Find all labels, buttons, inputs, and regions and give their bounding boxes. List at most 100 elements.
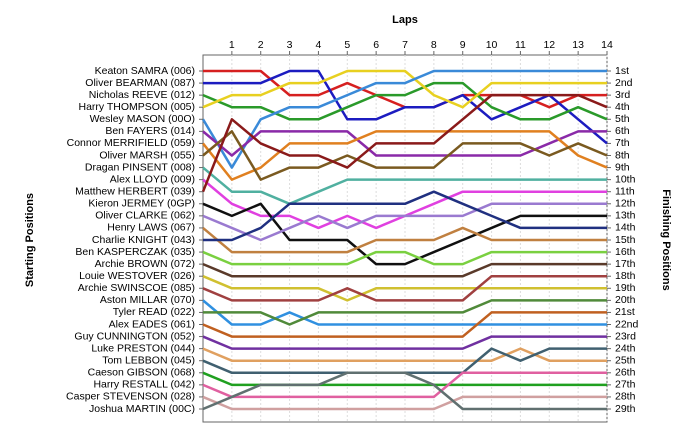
driver-label: Dragan PINSENT (008): [85, 161, 195, 173]
lap-line: [202, 395, 607, 411]
driver-label: Archie SWINSCOE (085): [78, 282, 195, 294]
driver-label: Oliver CLARKE (062): [95, 210, 195, 222]
driver-label: Aston MILLAR (070): [100, 294, 195, 306]
driver-label: Keaton SAMRA (006): [95, 65, 195, 77]
lap-line: [202, 250, 607, 266]
y2-tick-label: 1st: [615, 65, 629, 77]
driver-label: Kieron JERMEY (0GP): [88, 198, 195, 210]
lap-line: [203, 299, 607, 326]
lap-line: [203, 190, 607, 242]
lap-line: [202, 130, 608, 181]
y2-tick-label: 8th: [615, 149, 630, 161]
x-tick-label: 13: [572, 39, 584, 51]
lap-line: [202, 226, 607, 254]
lap-line: [202, 275, 607, 302]
lap-line: [201, 93, 608, 193]
driver-label: Archie BROWN (072): [95, 258, 195, 270]
y2-tick-label: 19th: [615, 282, 636, 294]
driver-label: Wesley MASON (00O): [90, 113, 195, 125]
x-tick-label: 7: [402, 39, 408, 51]
driver-label: Harry RESTALL (042): [93, 379, 195, 391]
x-tick-label: 2: [258, 39, 264, 51]
y2-tick-label: 21st: [615, 306, 635, 318]
y2-tick-label: 29th: [615, 403, 636, 415]
y2-tick-label: 11th: [615, 185, 635, 197]
driver-label: Charlie KNIGHT (043): [92, 234, 195, 246]
driver-label: Luke PRESTON (044): [91, 342, 195, 354]
lap-line: [202, 371, 607, 399]
y2-tick-label: 23rd: [615, 330, 636, 342]
driver-label: Caeson GIBSON (068): [88, 367, 195, 379]
y2-tick-label: 5th: [615, 113, 630, 125]
lap-line: [202, 335, 607, 350]
lap-line: [202, 347, 607, 362]
lap-line: [202, 299, 607, 326]
driver-label: Louie WESTOVER (026): [79, 270, 195, 282]
x-tick-label: 5: [344, 39, 350, 51]
y2-tick-label: 26th: [615, 367, 636, 379]
lap-line: [202, 202, 607, 266]
lap-line: [203, 69, 608, 145]
y2-tick-label: 12th: [615, 198, 636, 210]
y2-tick-label: 22nd: [615, 318, 639, 330]
lap-line: [202, 371, 607, 411]
y2-tick-label: 6th: [615, 125, 630, 137]
x-tick-label: 14: [601, 39, 613, 51]
driver-label: Alex LLOYD (009): [110, 173, 195, 185]
lap-line: [202, 69, 607, 109]
driver-label: Casper STEVENSON (028): [66, 391, 195, 403]
lap-line: [202, 81, 608, 121]
x-axis-title: Laps: [392, 14, 418, 26]
driver-label: Nicholas REEVE (012): [89, 89, 195, 101]
driver-label: Connor MERRIFIELD (059): [67, 137, 195, 149]
y2-tick-label: 15th: [615, 234, 636, 246]
driver-label: Joshua MARTIN (00C): [89, 403, 195, 415]
driver-label: Henry LAWS (067): [107, 222, 195, 234]
driver-label: Matthew HERBERT (039): [75, 185, 195, 197]
lap-line: [202, 262, 607, 278]
y2-tick-label: 2nd: [615, 77, 633, 89]
y2-axis-title: Finishing Positions: [660, 189, 672, 290]
y2-tick-label: 24th: [615, 342, 636, 354]
driver-label: Oliver BEARMAN (087): [85, 77, 195, 89]
x-tick-label: 4: [316, 39, 322, 51]
driver-label: Tyler READ (022): [113, 306, 195, 318]
driver-label: Ben KASPERCZAK (035): [75, 246, 195, 258]
lap-line: [202, 202, 607, 242]
y2-tick-label: 17th: [615, 258, 636, 270]
y-axis-title: Starting Positions: [24, 193, 36, 287]
x-tick-label: 12: [543, 39, 555, 51]
driver-label: Harry THOMPSON (005): [79, 101, 196, 113]
x-tick-label: 10: [486, 39, 498, 51]
y2-tick-label: 9th: [615, 161, 630, 173]
x-tick-label: 8: [431, 39, 437, 51]
driver-label: Oliver MARSH (055): [99, 149, 195, 161]
lap-line: [201, 69, 607, 169]
y2-tick-label: 25th: [615, 354, 636, 366]
lap-line: [202, 130, 608, 181]
y2-tick-label: 14th: [615, 222, 636, 234]
y2-tick-label: 18th: [615, 270, 636, 282]
driver-label: Guy CUNNINGTON (052): [74, 330, 195, 342]
y2-tick-label: 7th: [615, 137, 630, 149]
x-tick-label: 11: [515, 39, 526, 51]
y2-tick-label: 13th: [615, 210, 636, 222]
driver-label: Tom LEBBON (045): [102, 354, 195, 366]
y2-tick-label: 10th: [615, 173, 636, 185]
lap-line: [202, 311, 607, 338]
lap-line: [202, 274, 607, 302]
y2-tick-label: 16th: [615, 246, 636, 258]
y2-tick-label: 3rd: [615, 89, 630, 101]
x-tick-label: 9: [460, 39, 466, 51]
x-tick-label: 3: [287, 39, 293, 51]
lap-line: [202, 130, 607, 157]
y2-tick-label: 27th: [615, 379, 636, 391]
lap-line: [202, 166, 607, 206]
y2-tick-label: 20th: [615, 294, 636, 306]
driver-label: Alex EADES (061): [109, 318, 195, 330]
driver-label: Ben FAYERS (014): [105, 125, 195, 137]
y2-tick-label: 28th: [615, 391, 636, 403]
y2-tick-label: 4th: [615, 101, 630, 113]
